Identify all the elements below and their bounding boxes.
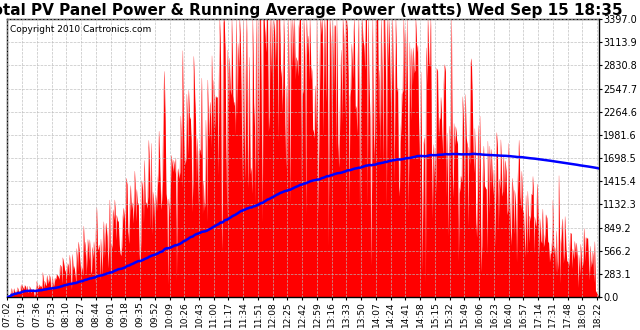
Text: Copyright 2010 Cartronics.com: Copyright 2010 Cartronics.com <box>10 24 152 34</box>
Title: Total PV Panel Power & Running Average Power (watts) Wed Sep 15 18:35: Total PV Panel Power & Running Average P… <box>0 3 623 18</box>
